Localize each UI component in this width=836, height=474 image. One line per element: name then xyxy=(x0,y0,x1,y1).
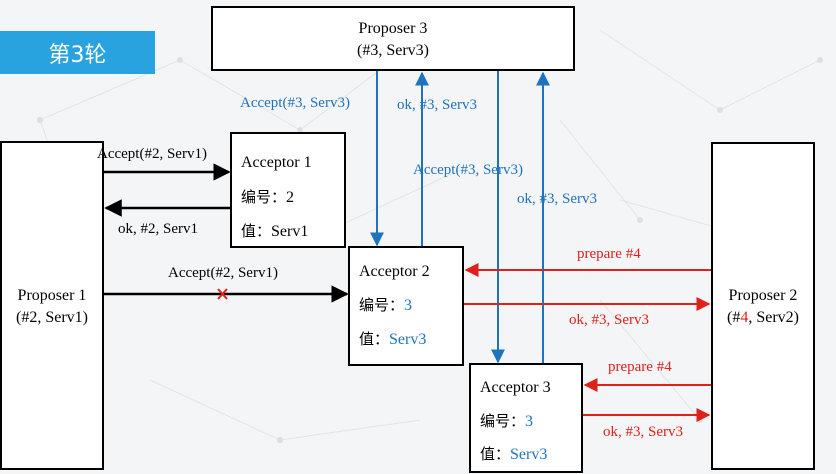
round-badge: 第3轮 xyxy=(0,31,155,74)
proposer-2-node: Proposer 2 (#4, Serv2) xyxy=(711,142,815,470)
label-p3-accept-a2: Accept(#3, Serv3) xyxy=(240,95,350,111)
acceptor-2-number-row: 编号：3 xyxy=(359,294,412,315)
proposer-3-proposal: (#3, Serv3) xyxy=(357,42,429,59)
acceptor-1-number-label: 编号： xyxy=(241,188,287,206)
acceptor-2-value-row: 值：Serv3 xyxy=(359,328,426,349)
acceptor-3-number-value: 3 xyxy=(525,413,534,430)
proposer-1-proposal: (#2, Serv1) xyxy=(16,309,88,326)
acceptor-1-value-row: 值：Serv1 xyxy=(241,220,308,241)
acceptor-2-number-label: 编号： xyxy=(359,296,405,314)
label-a3-ok-p2: ok, #3, Serv3 xyxy=(603,424,683,440)
acceptor-3-name: Acceptor 3 xyxy=(480,379,551,396)
failed-delivery-cross-icon xyxy=(217,288,228,300)
acceptor-3-node: Acceptor 3 编号：3 值：Serv3 xyxy=(469,363,583,473)
acceptor-3-value-label: 值： xyxy=(480,445,511,463)
label-p2-prepare-a2: prepare #4 xyxy=(577,246,641,262)
acceptor-3-value-row: 值：Serv3 xyxy=(480,443,547,464)
acceptor-1-number-row: 编号：2 xyxy=(241,186,294,207)
label-a2-ok-p3: ok, #3, Serv3 xyxy=(397,97,477,113)
label-p1-accept-a2: Accept(#2, Serv1) xyxy=(168,265,278,281)
acceptor-3-value: Serv3 xyxy=(510,446,548,463)
acceptor-1-value-label: 值： xyxy=(241,222,272,240)
acceptor-2-node: Acceptor 2 编号：3 值：Serv3 xyxy=(348,246,464,366)
acceptor-2-value: Serv3 xyxy=(389,331,427,348)
label-a2-ok-p2: ok, #3, Serv3 xyxy=(569,312,649,328)
proposer-2-proposal-prefix: (# xyxy=(727,309,741,326)
acceptor-2-number-value: 3 xyxy=(404,297,413,314)
label-p2-prepare-a3: prepare #4 xyxy=(608,359,672,375)
proposer-2-proposal-number: 4 xyxy=(740,309,749,326)
proposer-3-node: Proposer 3 (#3, Serv3) xyxy=(211,6,575,71)
proposer-3-name: Proposer 3 xyxy=(358,20,428,37)
acceptor-2-name: Acceptor 2 xyxy=(359,263,430,280)
proposer-2-name: Proposer 2 xyxy=(728,287,798,304)
acceptor-1-name: Acceptor 1 xyxy=(241,154,312,171)
label-a3-ok-p3: ok, #3, Serv3 xyxy=(517,191,597,207)
label-p1-accept-a1: Accept(#2, Serv1) xyxy=(97,146,207,162)
acceptor-1-number-value: 2 xyxy=(286,189,295,206)
acceptor-3-number-row: 编号：3 xyxy=(480,410,533,431)
acceptor-1-value: Serv1 xyxy=(271,223,309,240)
acceptor-1-node: Acceptor 1 编号：2 值：Serv1 xyxy=(230,132,346,248)
acceptor-2-value-label: 值： xyxy=(359,330,390,348)
proposer-2-proposal: (#4, Serv2) xyxy=(713,309,813,327)
acceptor-3-number-label: 编号： xyxy=(480,412,526,430)
proposer-1-name: Proposer 1 xyxy=(17,287,87,304)
label-p3-accept-a3: Accept(#3, Serv3) xyxy=(413,162,523,178)
label-a1-ok-p1: ok, #2, Serv1 xyxy=(118,221,198,237)
proposer-1-node: Proposer 1 (#2, Serv1) xyxy=(0,141,104,470)
proposer-2-proposal-suffix: , Serv2) xyxy=(748,309,799,326)
